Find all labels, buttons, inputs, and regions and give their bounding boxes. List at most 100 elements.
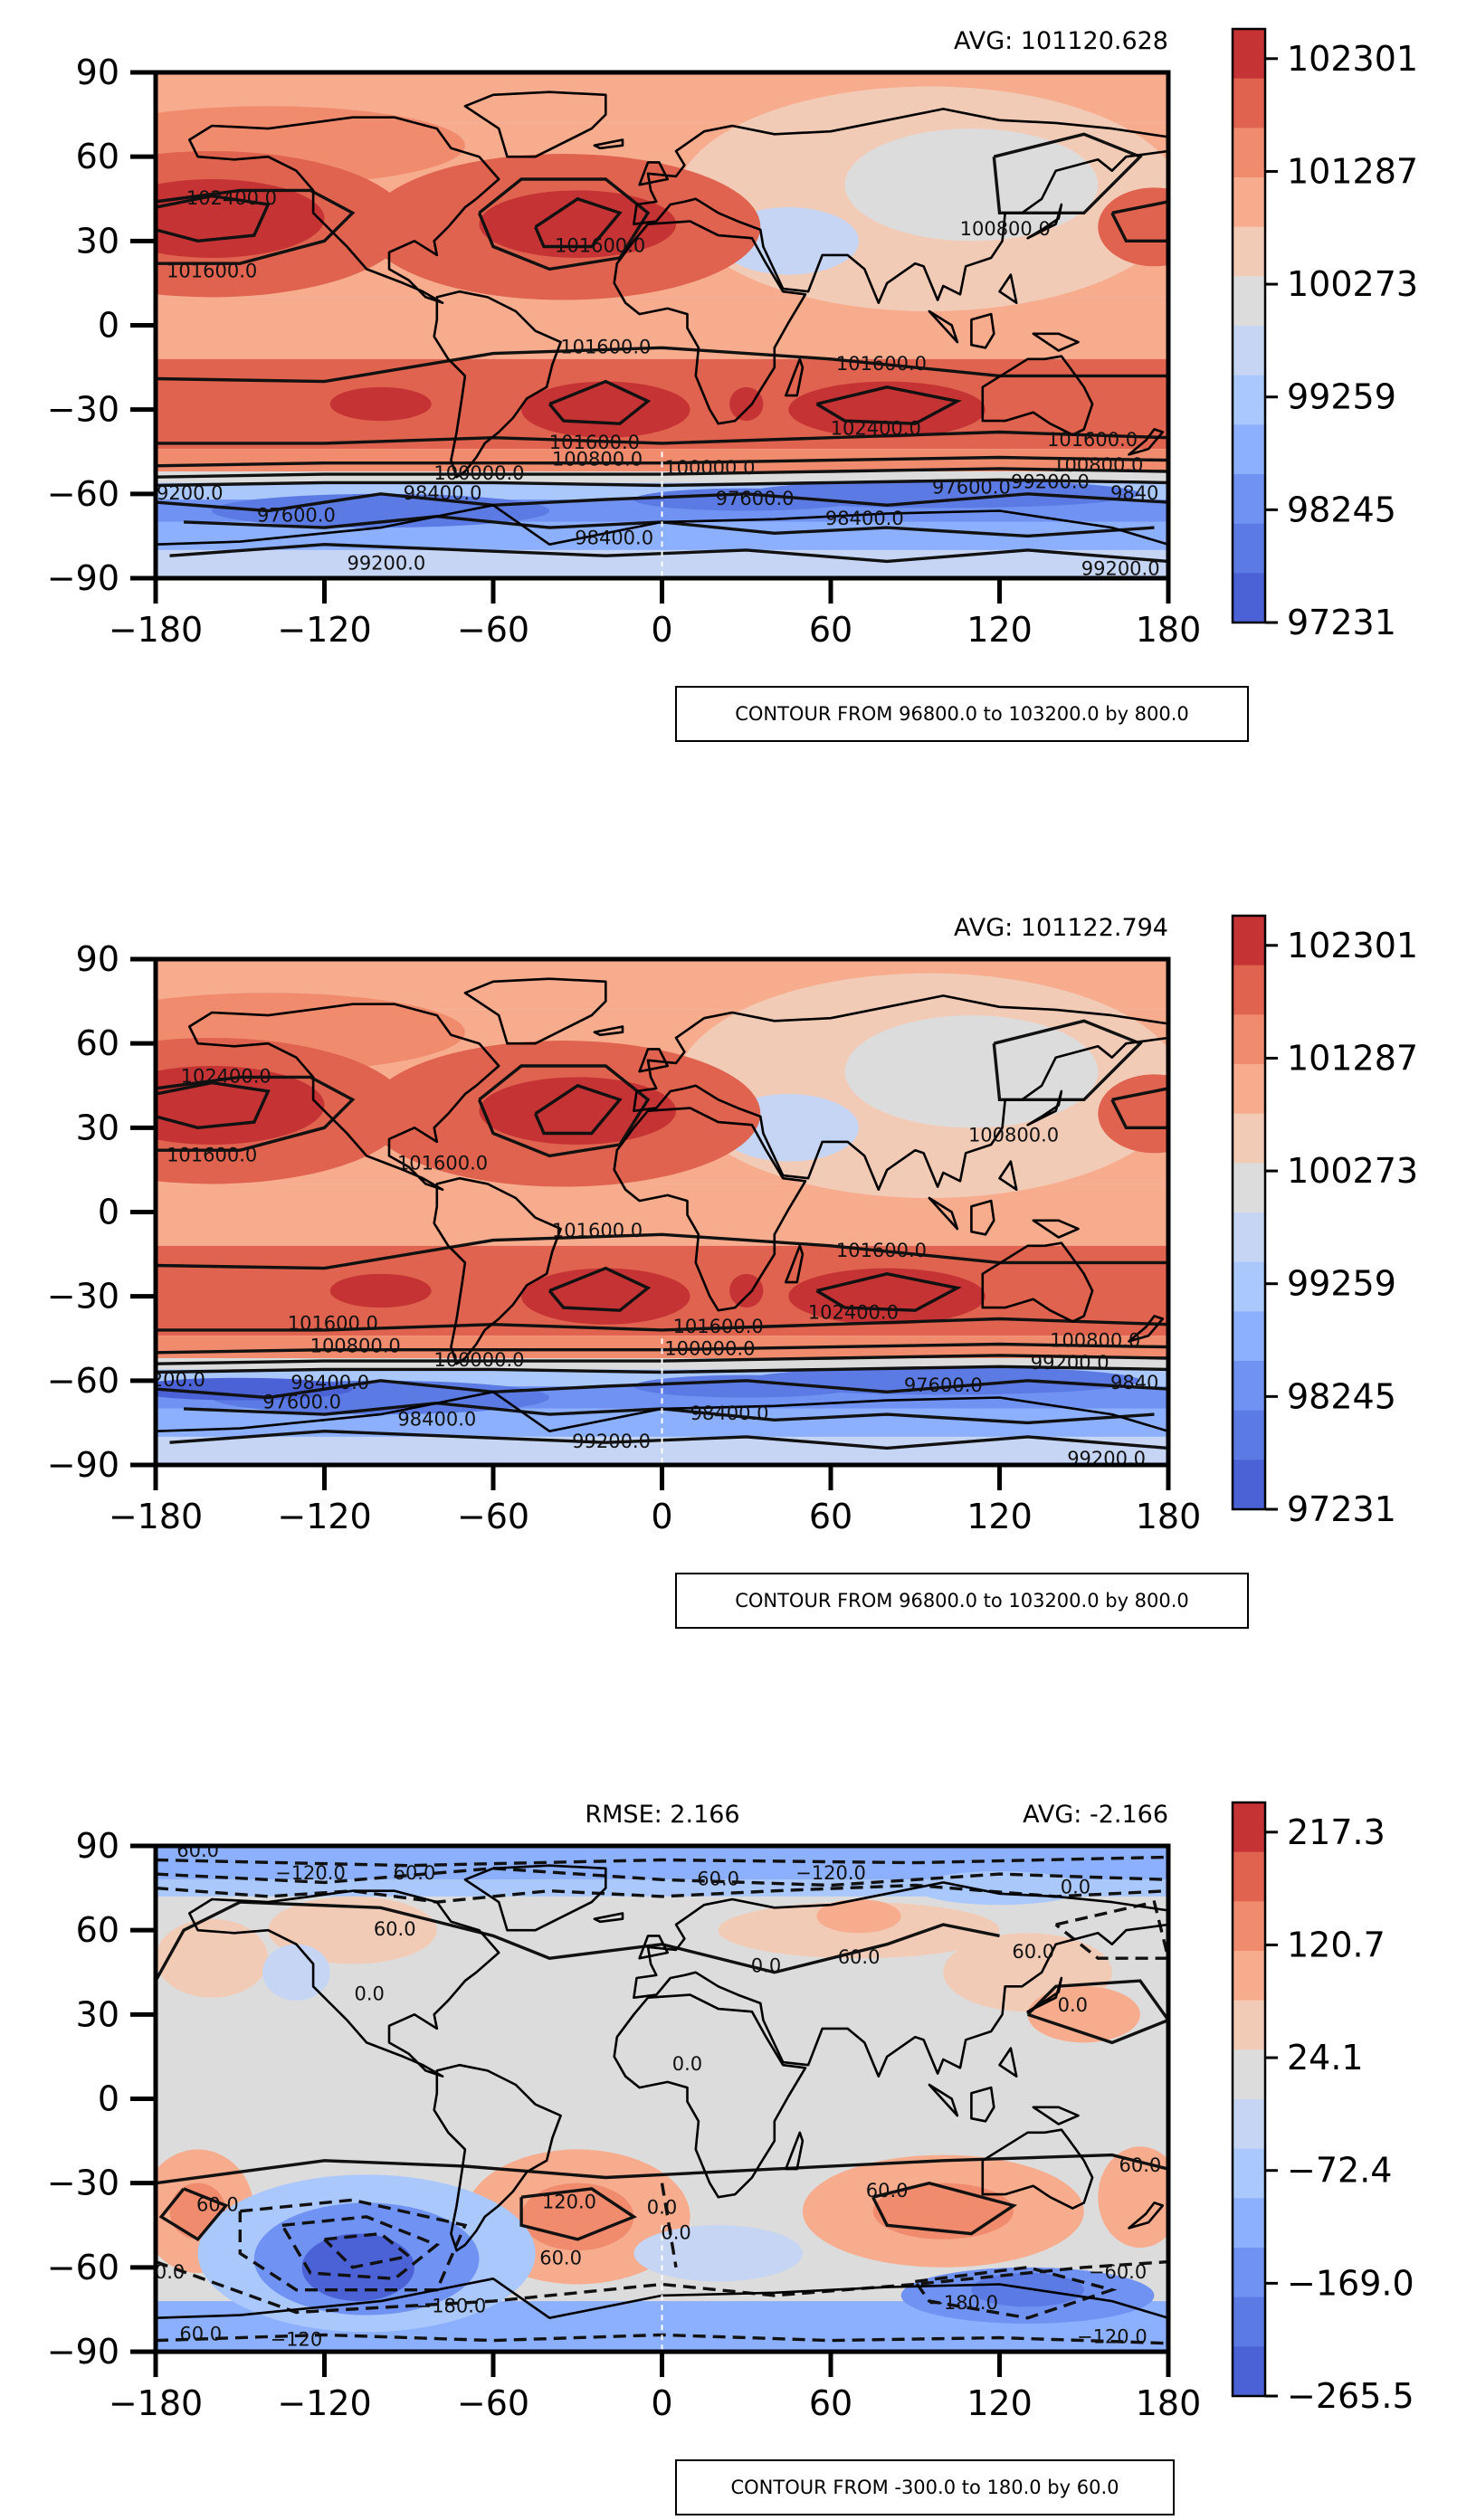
field-patch — [156, 1377, 353, 1401]
contour-label: 9840 — [1110, 482, 1158, 504]
contour-label: 100000.0 — [433, 1349, 524, 1371]
colorbar-segment — [1233, 1901, 1265, 1952]
coastline — [188, 116, 500, 304]
map-panel-2: 102400.0 101600.0 101600.0 101600.0 101600.0… — [0, 887, 1457, 1665]
contour-label: 0.0 — [355, 1983, 385, 2005]
coastline — [1128, 2201, 1165, 2230]
contour-label: 101600.0 — [549, 432, 640, 453]
contour-label: 101600.0 — [397, 1153, 488, 1174]
contour-labels: 102400.0 101600.0 101600.0 101600.0 101600.0… — [156, 187, 1160, 580]
coastline — [433, 2063, 562, 2252]
x-tick-label: 180 — [1136, 610, 1202, 650]
colorbar-tick-label: 101287 — [1287, 151, 1418, 191]
contour-line — [1110, 200, 1168, 242]
contour-label: 60.0 — [866, 2180, 909, 2201]
contour-label: 0.0 — [647, 2197, 677, 2219]
y-tick-label: −30 — [47, 1277, 119, 1317]
colorbar: 217.3 120.7 24.1 −72.4 −169.0 −265.5 — [1231, 1801, 1414, 2416]
contour-label: 9840 — [1110, 1372, 1158, 1393]
colorbar-tick-label: 101287 — [1287, 1038, 1418, 1078]
contour-label: 101600.0 — [1047, 429, 1138, 451]
field-patch — [479, 190, 677, 258]
x-tick-label: −120 — [277, 610, 371, 650]
contour-label: 0.0 — [1061, 1877, 1090, 1898]
coastline — [928, 309, 959, 344]
contour-label: 99200.0 — [1081, 558, 1160, 580]
contour-label: 60.0 — [394, 1862, 436, 1884]
contour-label: 100800.0 — [1052, 454, 1143, 476]
y-tick-label: 60 — [76, 1910, 119, 1950]
field-patch — [521, 1268, 690, 1325]
x-tick-label: 60 — [809, 2383, 852, 2423]
coastline — [970, 2086, 995, 2123]
coastline — [998, 1160, 1018, 1191]
contour-label: 97600.0 — [262, 1392, 341, 1413]
contour-label: 100000.0 — [433, 462, 524, 484]
y-tick-label: 60 — [76, 1023, 119, 1063]
colorbar-tick-label: 100273 — [1287, 264, 1418, 304]
contour-label: 99200.0 — [572, 1431, 651, 1452]
contour-line — [992, 132, 1143, 214]
contour-label: 60.0 — [838, 1946, 881, 1968]
coastline — [1026, 1976, 1063, 2013]
contour-label: 100800.0 — [310, 1336, 401, 1357]
contour-label: 101600.0 — [552, 1220, 643, 1241]
contour-label: 60.0 — [697, 1868, 739, 1889]
y-tick-label: 30 — [76, 1108, 119, 1147]
contour-label: 102400.0 — [186, 187, 277, 209]
y-tick-label: −60 — [47, 474, 119, 514]
field-patch — [816, 1899, 901, 1934]
field-patch — [1027, 1986, 1140, 2043]
rmse-stat: RMSE: 2.166 — [585, 1801, 739, 1829]
map-plot: 102400.0 101600.0 101600.0 101600.0 101600.0… — [47, 27, 1418, 650]
colorbar-tick-label: 99259 — [1287, 377, 1396, 417]
map-plot: −120.0 60.0 60.0 60.0 −120.0 0.0 60.0 60.0 60.0 0… — [47, 1801, 1414, 2423]
contour-label: 98400.0 — [690, 1403, 769, 1424]
y-tick-label: −60 — [47, 2248, 119, 2287]
contour-info-box: CONTOUR FROM 96800.0 to 103200.0 by 800.… — [675, 686, 1249, 742]
colorbar-tick-label: −169.0 — [1287, 2263, 1414, 2303]
field-patch — [633, 2225, 803, 2282]
map-panel-difference: −120.0 60.0 60.0 60.0 −120.0 0.0 60.0 60.0 60.0 0… — [0, 1774, 1457, 2515]
colorbar-segment — [1233, 1163, 1265, 1213]
x-tick-label: −60 — [457, 610, 529, 650]
x-tick-label: 0 — [651, 1497, 672, 1536]
contour-label: 102400.0 — [831, 417, 921, 439]
coastline — [981, 355, 1094, 436]
field-patch — [1098, 2146, 1168, 2249]
coastlines — [156, 1864, 1168, 2352]
colorbar-segment — [1233, 1113, 1265, 1164]
contour-line — [156, 1080, 271, 1130]
x-tick-label: 180 — [1136, 2383, 1202, 2423]
field-patch — [729, 386, 764, 422]
colorbar-tick-label: 102301 — [1287, 926, 1418, 965]
contour-label: −180.0 — [416, 2295, 487, 2316]
contour-label: 100800.0 — [960, 218, 1051, 240]
coastline — [998, 2047, 1018, 2078]
field-patch — [479, 1077, 677, 1145]
contour-line — [519, 2187, 638, 2241]
coastline — [928, 2083, 959, 2117]
contour-label: 100000.0 — [664, 457, 755, 479]
coastline — [785, 357, 805, 397]
x-tick-label: −180 — [109, 1497, 203, 1536]
contour-label: 200.0 — [151, 1369, 205, 1391]
colorbar-segment — [1233, 78, 1265, 128]
contour-label: −120.0 — [275, 1862, 346, 1884]
contour-line — [156, 1900, 1000, 1982]
field-patch — [633, 1374, 860, 1398]
contour-label: 100800.0 — [1050, 1329, 1140, 1351]
contour-line — [1026, 1979, 1168, 2045]
field-patch — [329, 386, 432, 422]
colorbar-frame — [1231, 1801, 1267, 2398]
contour-line — [156, 2259, 1168, 2315]
contour-labels: 102400.0 101600.0 101600.0 101600.0 101600.0… — [151, 1065, 1158, 1465]
y-tick-label: 0 — [98, 1193, 119, 1232]
contour-label: 0.0 — [751, 1955, 781, 1977]
contour-line — [534, 196, 623, 249]
contour-label: 100800.0 — [968, 1125, 1059, 1146]
coastline — [593, 1025, 624, 1037]
x-tick-label: −180 — [109, 610, 203, 650]
coastline — [463, 977, 607, 1045]
coastline — [970, 312, 995, 349]
